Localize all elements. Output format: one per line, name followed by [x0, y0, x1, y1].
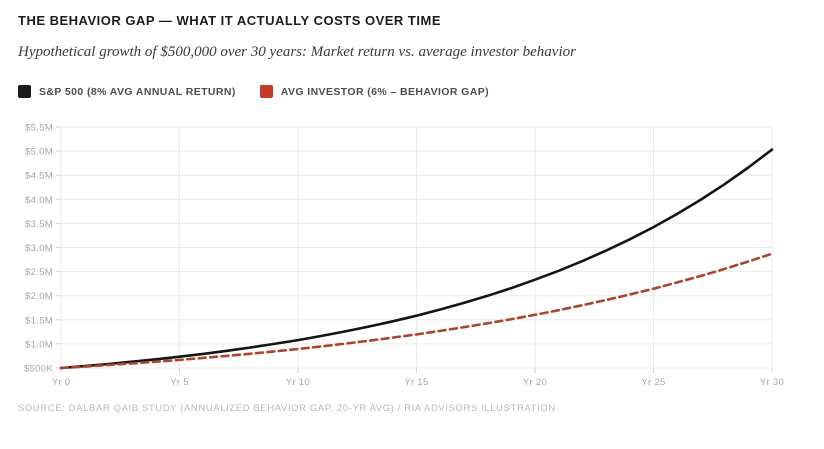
source-attribution: SOURCE: DALBAR QAIB STUDY (ANNUALIZED BE… [18, 403, 556, 414]
y-axis-tick-label: $5.5M [25, 123, 53, 134]
chart-subtitle: Hypothetical growth of $500,000 over 30 … [18, 44, 576, 60]
chart-legend: S&P 500 (8% AVG ANNUAL RETURN) AVG INVES… [18, 85, 489, 98]
y-axis-tick-label: $500K [24, 364, 53, 375]
legend-label-avg-investor: AVG INVESTOR (6% – BEHAVIOR GAP) [280, 85, 490, 98]
x-axis-tick-label: Yr 20 [523, 377, 547, 388]
y-axis-tick-label: $2.5M [25, 267, 53, 278]
series-line-avg-investor [59, 252, 774, 370]
legend-item-sp500: S&P 500 (8% AVG ANNUAL RETURN) [18, 85, 236, 98]
sp500-swatch-icon [18, 85, 31, 98]
avg-investor-swatch-icon [259, 85, 273, 98]
y-axis-tick-label: $3.5M [25, 219, 53, 230]
page-title: THE BEHAVIOR GAP — WHAT IT ACTUALLY COST… [18, 13, 441, 28]
x-axis-tick-label: Yr 15 [404, 377, 428, 388]
y-axis-tick-label: $1.0M [25, 339, 53, 350]
legend-label-sp500: S&P 500 (8% AVG ANNUAL RETURN) [39, 85, 236, 98]
y-axis-tick-label: $4.0M [25, 195, 53, 206]
y-axis-tick-label: $2.0M [25, 291, 53, 302]
legend-item-avg-investor: AVG INVESTOR (6% – BEHAVIOR GAP) [259, 85, 490, 98]
x-axis-tick-label: Yr 0 [52, 377, 71, 388]
y-axis-tick-label: $1.5M [25, 315, 53, 326]
x-axis-tick-label: Yr 5 [170, 377, 189, 388]
y-axis-tick-label: $3.0M [25, 243, 53, 254]
y-axis-tick-label: $5.0M [25, 147, 53, 158]
x-axis-tick-label: Yr 25 [641, 377, 665, 388]
x-axis-tick-label: Yr 10 [286, 377, 310, 388]
y-axis-tick-label: $4.5M [25, 171, 53, 182]
x-axis-tick-label: Yr 30 [760, 377, 784, 388]
series-line-sp500 [59, 148, 774, 370]
